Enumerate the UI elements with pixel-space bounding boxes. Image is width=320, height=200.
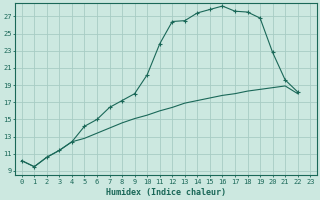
X-axis label: Humidex (Indice chaleur): Humidex (Indice chaleur): [106, 188, 226, 197]
